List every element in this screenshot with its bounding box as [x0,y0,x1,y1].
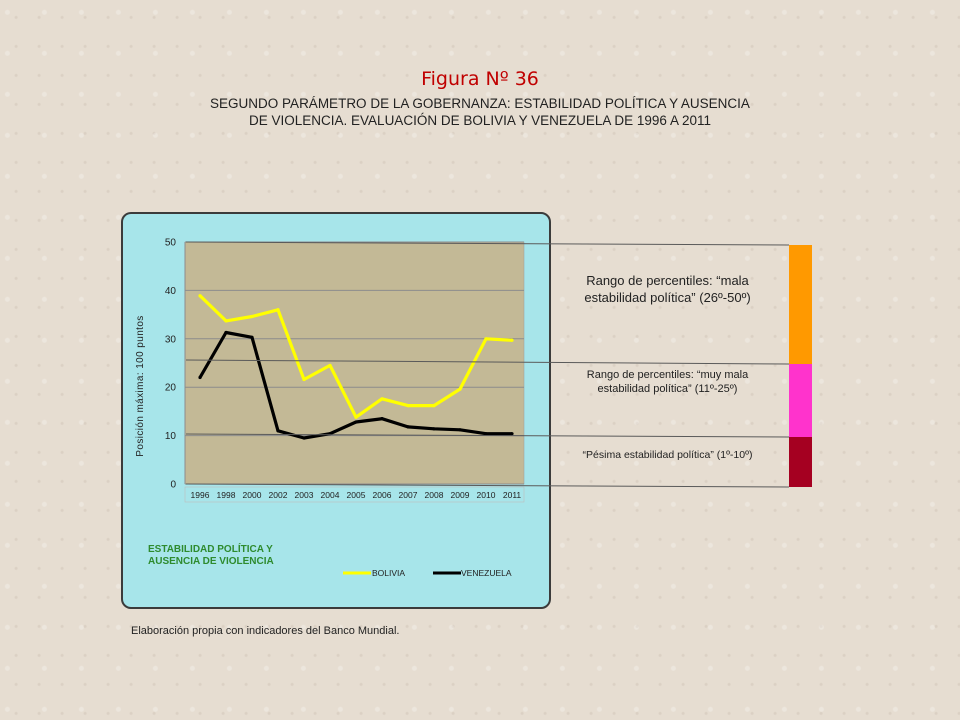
figure-title: Figura Nº 36 [421,68,539,90]
data-point-venezuela [250,335,254,339]
data-point-venezuela [432,427,436,431]
legend-label-venezuela: VENEZUELA [461,568,512,578]
data-point-bolivia [328,363,332,368]
y-tick-labels: 0 10 20 30 40 50 [165,238,177,491]
band-connector-line [185,483,790,488]
data-point-venezuela [380,417,384,421]
data-point-bolivia [302,377,306,382]
footnote: Elaboración propia con indicadores del B… [131,625,400,637]
data-point-bolivia [406,403,410,408]
data-point-bolivia [484,337,488,341]
y-tick-label: 10 [165,431,177,442]
x-tick-label: 2009 [451,490,470,500]
band-connector-line [185,241,790,246]
x-tick-label: 2006 [373,490,392,500]
data-point-venezuela [198,375,202,380]
y-tick-label: 50 [165,238,177,249]
data-point-venezuela [276,429,280,433]
legend: BOLIVIA VENEZUELA [343,568,512,578]
band-label-pesima: “Pésima estabilidad política” (1º-10º) [582,449,753,461]
x-tick-label: 2010 [477,490,496,500]
x-tick-label: 2008 [425,490,444,500]
x-tick-label: 1996 [191,490,210,500]
band-bar-muy-mala [789,364,812,437]
data-point-venezuela [406,425,410,429]
legend-caption: ESTABILIDAD POLÍTICA Y AUSENCIA DE VIOLE… [148,544,308,568]
x-axis-label-frame [184,486,525,503]
data-point-bolivia [198,294,202,298]
x-tick-label: 2007 [399,490,418,500]
subtitle-line-1: SEGUNDO PARÁMETRO DE LA GOBERNANZA: ESTA… [210,96,750,111]
data-point-bolivia [354,415,358,419]
band-connector-line [185,359,790,365]
x-tick-labels: 1996 1998 2000 2002 2003 2004 2005 2006 2007 2008… [184,486,525,503]
data-point-bolivia [458,387,462,391]
x-tick-label: 2002 [269,490,288,500]
data-point-bolivia [224,319,228,323]
band-bar-mala [789,245,812,364]
series-lines [198,294,514,440]
y-tick-label: 30 [165,334,177,345]
y-axis-label: Posición máxima: 100 puntos [135,315,146,456]
legend-caption-line-1: ESTABILIDAD POLÍTICA Y [148,544,273,555]
y-tick-label: 40 [165,286,177,297]
x-tick-label: 2000 [243,490,262,500]
data-point-venezuela [302,436,306,440]
x-tick-label: 2011 [503,490,522,500]
data-point-bolivia [250,314,254,319]
x-tick-label: 2003 [295,490,314,500]
band-label-muy-mala: Rango de percentiles: “muy mala estabili… [586,369,749,395]
data-point-bolivia [510,338,514,342]
data-point-venezuela [224,330,228,335]
x-tick-label: 2005 [347,490,366,500]
legend-caption-line-2: AUSENCIA DE VIOLENCIA [148,556,274,567]
data-point-venezuela [458,428,462,432]
band-bar-pesima [789,437,812,487]
data-point-venezuela [484,432,488,436]
data-point-venezuela [354,420,358,424]
x-tick-label: 2004 [321,490,340,500]
x-tick-label: 1998 [217,490,236,500]
legend-label-bolivia: BOLIVIA [372,568,405,578]
y-tick-label: 20 [165,383,177,394]
y-tick-label: 0 [170,480,176,491]
data-point-bolivia [380,397,384,401]
figure-subtitle: SEGUNDO PARÁMETRO DE LA GOBERNANZA: ESTA… [180,95,780,129]
data-point-bolivia [276,308,280,312]
subtitle-line-2: DE VIOLENCIA. EVALUACIÓN DE BOLIVIA Y VE… [249,113,711,128]
band-connectors [185,241,790,488]
band-connector-line [185,433,790,438]
band-label-mala: Rango de percentiles: “mala estabilidad … [584,273,751,305]
data-point-bolivia [432,403,436,408]
data-point-venezuela [510,432,514,436]
